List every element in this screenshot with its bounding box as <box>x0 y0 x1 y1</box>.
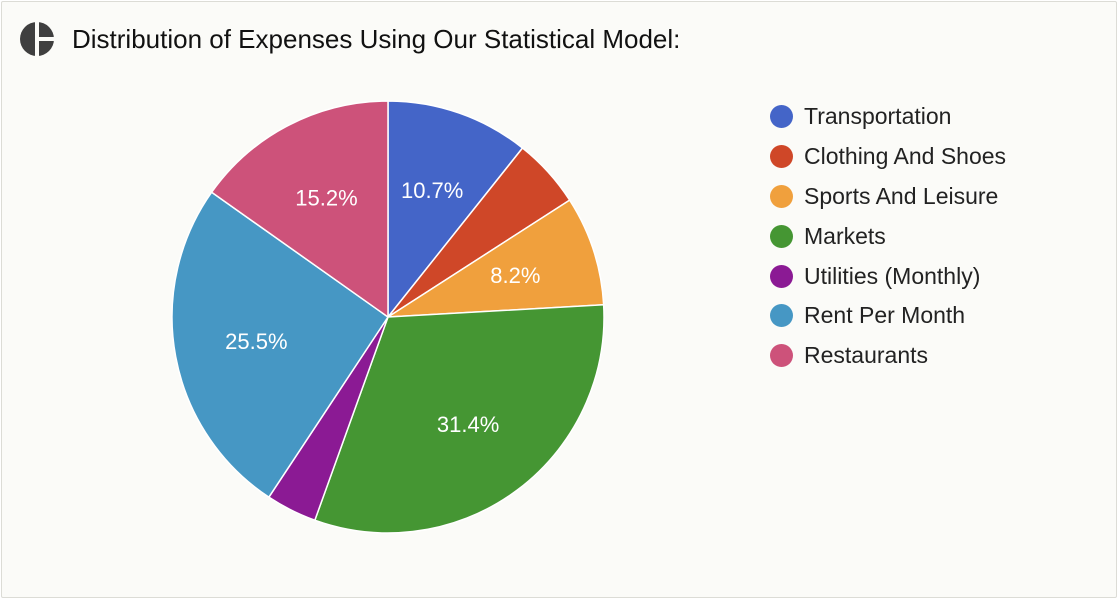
pie-slice-sports-and-leisure <box>387 199 605 318</box>
legend-item-utilities-monthly: Utilities (Monthly) <box>770 256 1006 296</box>
pie-slice-markets <box>314 304 605 534</box>
pie-slices <box>171 100 605 534</box>
legend-swatch <box>770 344 793 368</box>
legend-item-transportation: Transportation <box>770 97 1006 137</box>
data-label-transportation: 10.7% <box>401 178 463 203</box>
legend-item-clothing-and-shoes: Clothing And Shoes <box>770 137 1006 177</box>
data-label-sports-and-leisure: 8.2% <box>490 263 540 288</box>
data-label-restaurants: 15.2% <box>295 186 357 211</box>
legend-label: Markets <box>804 222 886 249</box>
legend-label: Clothing And Shoes <box>804 143 1007 170</box>
pie-slice-rent-per-month <box>171 191 389 498</box>
chart-legend: Transportation Clothing And Shoes Sports A… <box>770 97 1006 376</box>
legend-item-markets: Markets <box>770 216 1006 256</box>
pie-chart-icon <box>20 21 55 57</box>
chart-title: Distribution of Expenses Using Our Stati… <box>72 24 681 54</box>
data-label-rent-per-month: 25.5% <box>225 329 287 354</box>
legend-swatch <box>770 105 793 129</box>
legend-label: Utilities (Monthly) <box>804 262 981 289</box>
legend-label: Transportation <box>804 103 952 130</box>
legend-swatch <box>770 145 793 169</box>
legend-label: Rent Per Month <box>804 302 966 329</box>
legend-label: Restaurants <box>804 342 929 369</box>
chart-header: Distribution of Expenses Using Our Stati… <box>19 21 680 57</box>
pie-chart: 10.7% 8.2% 31.4% 25.5% 15.2% <box>171 100 605 534</box>
legend-swatch <box>770 184 793 208</box>
chart-card: Distribution of Expenses Using Our Stati… <box>1 1 1117 598</box>
pie-data-labels: 10.7% 8.2% 31.4% 25.5% 15.2% <box>225 178 540 437</box>
legend-label: Sports And Leisure <box>804 182 999 209</box>
legend-item-restaurants: Restaurants <box>770 336 1006 376</box>
legend-item-sports-and-leisure: Sports And Leisure <box>770 177 1006 217</box>
legend-swatch <box>770 264 793 288</box>
legend-swatch <box>770 304 793 328</box>
data-label-markets: 31.4% <box>437 412 499 437</box>
legend-swatch <box>770 224 793 248</box>
pie-slice-restaurants <box>210 100 389 318</box>
legend-item-rent-per-month: Rent Per Month <box>770 296 1006 336</box>
pie-slice-transportation <box>387 100 524 318</box>
